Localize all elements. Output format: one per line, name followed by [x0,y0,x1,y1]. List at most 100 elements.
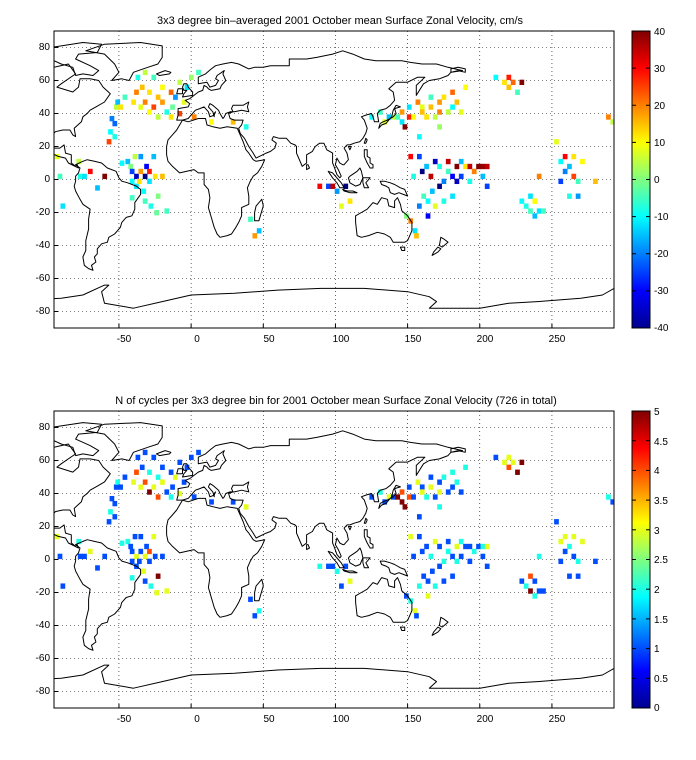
chart-1-xtick: 200 [477,334,494,345]
data-cell [188,74,194,81]
chart-1-colorbar-tick: -30 [654,286,669,297]
coastline [363,517,368,524]
data-cell [168,89,174,95]
coastline [347,526,352,531]
chart-2-xtick: 0 [194,714,200,725]
data-cell [467,543,473,550]
data-cell [77,553,83,560]
data-cell [454,163,460,170]
chart-2-xtick: 100 [333,714,350,725]
data-cell [523,203,529,209]
data-cell [160,99,165,105]
coastline [363,529,374,549]
chart-1-colorbar-tick: 20 [654,101,666,112]
coastline [378,104,401,129]
data-cell [502,459,507,466]
data-cell [536,208,542,214]
data-cell [458,553,464,560]
data-cell [575,193,581,199]
data-cell [168,114,174,120]
data-cell [610,499,614,505]
data-cell [82,173,87,180]
data-cell [421,193,427,199]
data-cell [463,543,468,550]
data-cell [558,158,564,165]
data-cell [142,449,148,456]
data-cell [196,69,201,76]
coastline [327,550,345,569]
data-cell [209,119,214,125]
data-cell [458,158,464,165]
chart-1-colorbar-tick: -20 [654,249,669,260]
chart-2-title: N of cycles per 3x3 degree bin for 2001 … [115,395,556,407]
data-cell [480,173,486,180]
data-cell [445,168,451,175]
data-cell [575,573,581,579]
data-cell [425,213,431,219]
data-cell [177,111,183,117]
data-cell [506,464,512,470]
data-cell [243,124,249,130]
data-cell [119,160,125,166]
data-cell [339,203,344,209]
chart-1-title: 3x3 degree bin–averaged 2001 October mea… [157,15,524,27]
data-cell [386,494,392,500]
data-cell [450,173,455,180]
data-cell [339,583,344,589]
data-cell [536,553,542,560]
coastline [182,83,194,98]
chart-1-colorbar-tick: -40 [654,323,669,334]
coastline [450,446,466,453]
data-cell [424,494,429,500]
data-cell [378,109,383,115]
data-cell [252,233,258,239]
chart-2-xtick: 150 [405,714,422,725]
data-cell [129,575,135,581]
data-cell [532,578,538,584]
coastline [378,484,401,509]
data-cell [532,198,538,204]
data-cell [429,188,435,194]
data-cell [168,469,174,475]
data-cell [454,178,460,185]
coastline [85,42,163,81]
data-cell [147,548,152,555]
chart-2-ytick: -20 [36,587,51,598]
data-cell [160,479,165,485]
data-cell [134,469,139,475]
data-cell [450,573,455,579]
data-cell [135,454,141,461]
chart-2-ytick: 60 [39,455,51,466]
data-cell [445,489,451,495]
data-cell [419,168,425,175]
data-cell [164,489,170,495]
data-cell [523,583,529,589]
data-cell [252,613,258,619]
chart-1-ytick: 20 [39,141,51,152]
chart-2-colorbar: 5 4.5 4 3.5 3 2.5 2 1.5 1 0.5 0 [631,407,668,714]
data-cell [369,114,375,120]
data-cell [386,114,392,120]
data-cell [155,114,161,120]
chart-2-axes-box [53,410,615,709]
data-cell [132,533,138,540]
data-cell [142,198,148,204]
data-cell [256,228,262,234]
data-cell [558,558,564,565]
coastline [347,547,364,567]
panel-1: 3x3 degree bin–averaged 2001 October mea… [36,15,669,345]
data-cell [102,553,108,560]
chart-2-ytick: 40 [39,488,51,499]
chart-2-cells [54,449,614,619]
data-cell [95,185,100,191]
coastline [182,463,194,478]
chart-2-colorbar-tick: 1.5 [654,615,668,626]
data-cell [106,519,112,525]
data-cell [606,494,611,500]
data-cell [142,479,148,485]
data-cell [441,578,447,584]
data-cell [230,499,236,505]
data-cell [134,553,139,560]
data-cell [428,484,434,490]
data-cell [230,119,236,125]
